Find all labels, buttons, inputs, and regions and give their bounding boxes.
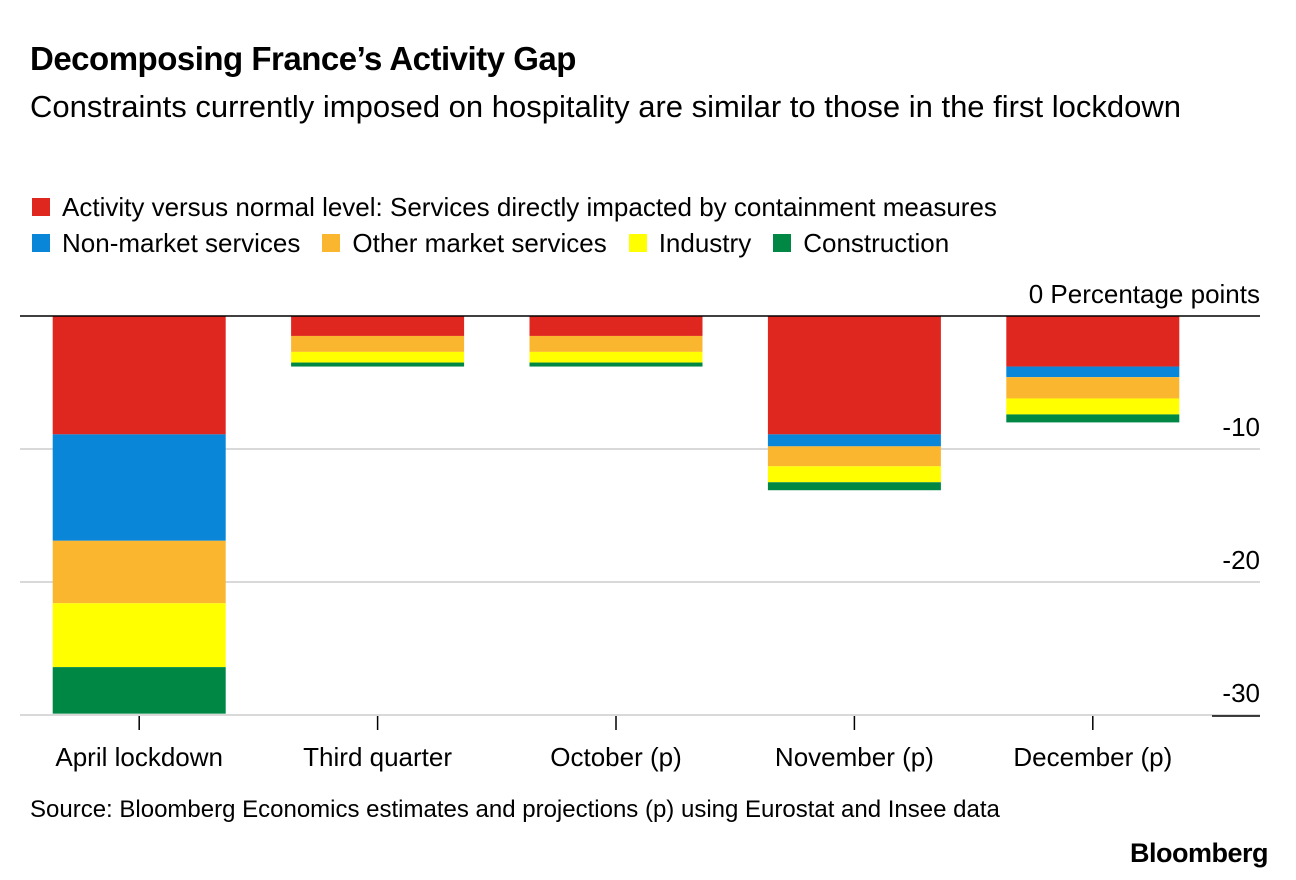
legend-swatch	[32, 234, 50, 252]
x-tick-label: October (p)	[550, 742, 682, 772]
bloomberg-logo: Bloomberg	[1129, 838, 1269, 868]
legend-swatch	[32, 198, 50, 216]
bar-segment	[1006, 377, 1180, 399]
legend-item-services-impacted: Activity versus normal level: Services d…	[32, 190, 997, 224]
legend-label: Industry	[658, 227, 752, 258]
bar-segment	[529, 316, 703, 336]
legend-label: Construction	[803, 227, 950, 258]
bar-segment	[52, 667, 226, 714]
bar-segment	[767, 482, 941, 491]
legend-swatch	[628, 234, 647, 252]
chart-subtitle: Constraints currently imposed on hospita…	[30, 89, 1181, 124]
legend-label: Non-market services	[62, 227, 301, 258]
x-tick-label: December (p)	[1013, 742, 1172, 772]
y-tick-label: -30	[1222, 678, 1260, 708]
bar-segment	[291, 335, 465, 352]
legend-label: Activity versus normal level: Services d…	[62, 191, 997, 222]
bar-segment	[767, 316, 941, 435]
bar-segment	[52, 434, 226, 541]
source-note: Source: Bloomberg Economics estimates an…	[30, 796, 1000, 823]
bar-segment	[1006, 414, 1180, 423]
bar-segment	[529, 362, 703, 367]
bar-segment	[52, 316, 226, 435]
bar-segment	[529, 335, 703, 352]
y-tick-label: -10	[1222, 412, 1260, 442]
bar-segment	[1006, 366, 1180, 378]
bar-segment	[291, 362, 465, 367]
x-tick-label: Third quarter	[303, 742, 452, 772]
bar-segment	[52, 603, 226, 668]
x-tick-label: November (p)	[775, 742, 934, 772]
legend-item-non-market: Non-market services	[32, 226, 300, 260]
legend-swatch	[773, 234, 792, 252]
y-tick-label: 0 Percentage points	[1029, 279, 1260, 309]
bar-segment	[767, 466, 941, 483]
legend-item-other-market: Other market services	[322, 226, 607, 260]
bar-segment	[1006, 316, 1180, 367]
bar-segment	[767, 446, 941, 467]
bar-segment	[529, 351, 703, 363]
bar-segment	[52, 540, 226, 604]
legend-item-construction: Construction	[773, 226, 949, 260]
bar-segment	[767, 434, 941, 447]
y-tick-label: -20	[1222, 545, 1260, 575]
bar-segment	[291, 351, 465, 363]
legend-swatch	[322, 234, 341, 252]
x-tick-label: April lockdown	[55, 742, 223, 772]
chart-title: Decomposing France’s Activity Gap	[30, 40, 576, 77]
legend-label: Other market services	[352, 227, 607, 258]
bar-segment	[1006, 398, 1180, 415]
legend-row-1: Activity versus normal level: Services d…	[32, 190, 1262, 224]
legend-item-industry: Industry	[628, 226, 752, 260]
bar-segment	[291, 316, 465, 336]
legend-row-2: Non-market services Other market service…	[32, 226, 1262, 260]
